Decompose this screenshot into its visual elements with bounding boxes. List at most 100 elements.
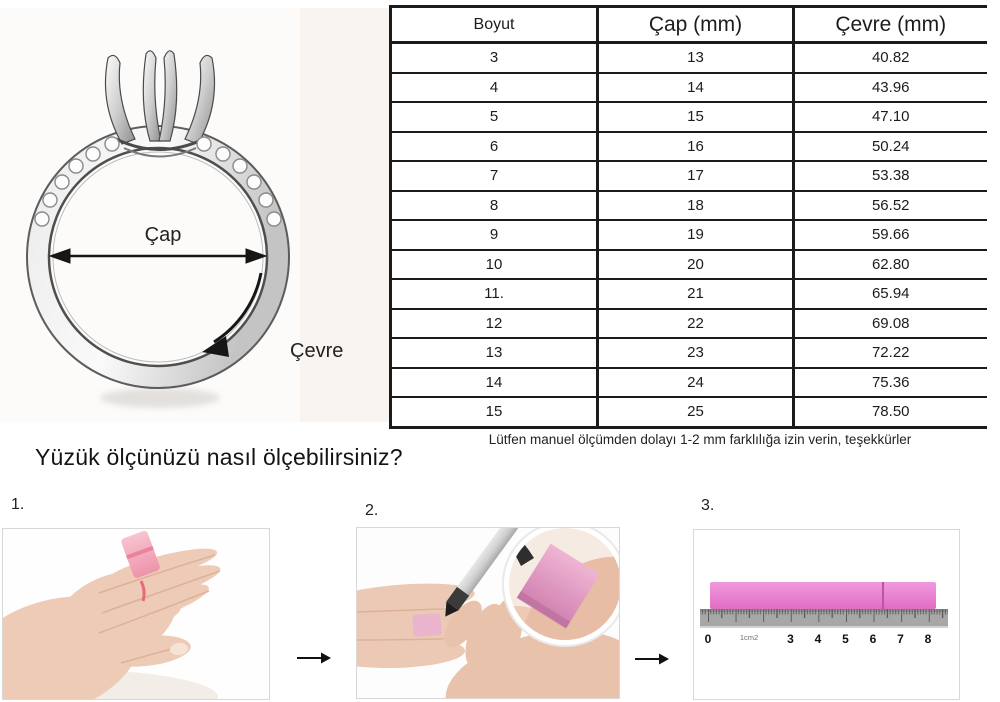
ring-shadow [100,388,220,408]
cell-diameter: 16 [596,131,794,162]
cevre-arrow-icon [202,272,263,357]
step-2-photo [356,527,620,699]
step-1-photo [2,528,270,700]
ring-size-table: Boyut Çap (mm) Çevre (mm) 3 13 40.82 4 14 43… [389,5,987,429]
table-row: 6 16 50.24 [390,131,987,162]
pen [445,528,530,617]
cell-size: 4 [390,72,598,103]
cell-size: 5 [390,102,598,133]
table-row: 4 14 43.96 [390,72,987,103]
table-row: 8 18 56.52 [390,190,987,221]
cell-diameter: 25 [596,397,794,428]
cell-circumference: 43.96 [792,72,987,103]
table-header-row: Boyut Çap (mm) Çevre (mm) [390,6,987,44]
hand-with-wrap-illustration [3,529,269,699]
cell-diameter: 13 [596,42,794,74]
table-row: 9 19 59.66 [390,220,987,251]
cell-diameter: 23 [596,338,794,369]
cell-circumference: 56.52 [792,190,987,221]
pink-paper-wrap [121,531,160,578]
col-header-cevre: Çevre (mm) [792,6,987,44]
ruler-label: 4 [815,632,822,646]
arrow-right-icon [297,652,331,664]
pink-strip [710,582,936,609]
table-row: 12 22 69.08 [390,308,987,339]
ruler-label: 8 [925,632,932,646]
cell-circumference: 50.24 [792,131,987,162]
step-3-photo: 0 1cm2 3 4 5 6 7 8 [693,529,960,700]
marking-wrap-illustration [357,528,619,698]
step-1-label: 1. [11,496,25,513]
cell-size: 9 [390,220,598,251]
ruler [700,609,948,628]
ruler-label: 7 [897,632,904,646]
right-hand [444,598,619,698]
cell-circumference: 62.80 [792,249,987,280]
how-to-heading: Yüzük ölçünüzü nasıl ölçebilirsiniz? [35,444,403,470]
col-header-cap: Çap (mm) [596,6,794,44]
cell-diameter: 14 [596,72,794,103]
cell-size: 6 [390,131,598,162]
cevre-label: Çevre [290,340,343,362]
cell-circumference: 47.10 [792,102,987,133]
cell-diameter: 20 [596,249,794,280]
cell-size: 10 [390,249,598,280]
cell-circumference: 75.36 [792,367,987,398]
ring-photo-shade [300,8,390,422]
cell-circumference: 40.82 [792,42,987,74]
ring-illustration-icon: Çap Çevre [0,8,390,422]
table-row: 13 23 72.22 [390,338,987,369]
measurement-note: Lütfen manuel ölçümden dolayı 1-2 mm far… [488,432,912,447]
ruler-label: 5 [842,632,849,646]
cell-circumference: 59.66 [792,220,987,251]
table-row: 15 25 78.50 [390,397,987,428]
col-header-boyut: Boyut [390,6,598,44]
ring-diagram: Çap Çevre [0,8,390,422]
cell-diameter: 21 [596,279,794,310]
cell-diameter: 15 [596,102,794,133]
cell-size: 3 [390,42,598,74]
ruler-label: 6 [870,632,877,646]
cell-size: 12 [390,308,598,339]
table-row: 11. 21 65.94 [390,279,987,310]
cell-circumference: 65.94 [792,279,987,310]
size-table-section: Boyut Çap (mm) Çevre (mm) 3 13 40.82 4 14 43… [389,5,989,429]
table-row: 5 15 47.10 [390,102,987,133]
cap-arrow-icon [48,248,268,264]
hand-shape [3,548,221,699]
cell-size: 14 [390,367,598,398]
ruler-label: 1cm2 [740,633,758,642]
cell-circumference: 72.22 [792,338,987,369]
cell-diameter: 24 [596,367,794,398]
table-row: 3 13 40.82 [390,42,987,74]
cell-size: 13 [390,338,598,369]
cap-label: Çap [145,224,182,246]
cell-diameter: 19 [596,220,794,251]
cell-circumference: 69.08 [792,308,987,339]
ruler-label: 0 [705,632,712,646]
cell-size: 8 [390,190,598,221]
ruler-measurement-illustration: 0 1cm2 3 4 5 6 7 8 [694,530,959,699]
arrow-right-icon [635,653,669,665]
cell-size: 11. [390,279,598,310]
cell-circumference: 53.38 [792,161,987,192]
cell-diameter: 18 [596,190,794,221]
wrap-edge [139,580,146,602]
ruler-label: 3 [787,632,794,646]
shoulder-diamonds [34,136,282,227]
step-3-label: 3. [701,497,715,514]
cell-diameter: 22 [596,308,794,339]
cell-diameter: 17 [596,161,794,192]
ring-prong-head [104,50,216,158]
cell-size: 15 [390,397,598,428]
table-row: 14 24 75.36 [390,367,987,398]
cell-size: 7 [390,161,598,192]
cell-circumference: 78.50 [792,397,987,428]
ruler-numbers: 0 1cm2 3 4 5 6 7 8 [705,632,932,646]
wrap-on-finger [412,613,442,637]
step-2-label: 2. [365,502,379,519]
thumbnail [170,642,188,656]
table-row: 7 17 53.38 [390,161,987,192]
table-row: 10 20 62.80 [390,249,987,280]
